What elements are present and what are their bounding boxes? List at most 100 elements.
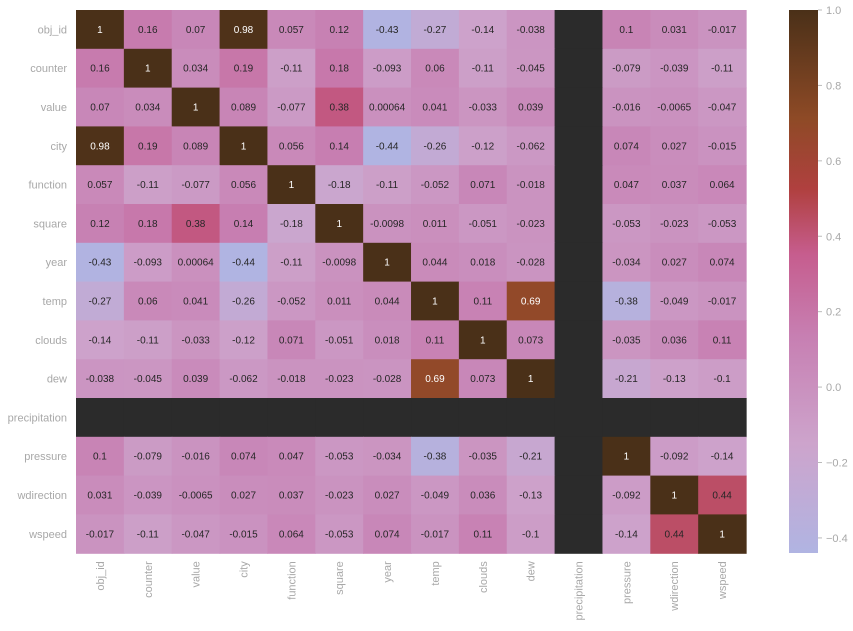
- cell-value-label: 0.14: [329, 141, 349, 152]
- heatmap-cell: [123, 436, 173, 477]
- heatmap-cell: [219, 242, 269, 283]
- heatmap-cell: [698, 398, 747, 438]
- heatmap-cell: [219, 475, 269, 515]
- heatmap-cell: [602, 87, 651, 127]
- heatmap-cell: [123, 475, 173, 515]
- cell-value-label: 0.12: [329, 25, 349, 36]
- heatmap-cell: [363, 87, 412, 127]
- heatmap-cell: [698, 165, 747, 205]
- cell-value-label: -0.38: [424, 452, 447, 463]
- cell-value-label: -0.27: [424, 25, 447, 36]
- cell-value-label: 0.011: [423, 219, 448, 230]
- cell-value-label: -0.034: [373, 452, 402, 463]
- cell-value-label: -0.14: [711, 452, 734, 463]
- column-label: counter: [143, 561, 155, 598]
- colorbar-tick-label: 0.2: [826, 307, 841, 319]
- cell-value-label: -0.038: [86, 374, 115, 385]
- heatmap-cell: [698, 242, 747, 283]
- heatmap-cell: [458, 320, 508, 360]
- heatmap-cell: [506, 475, 556, 515]
- heatmap-cell: [171, 165, 221, 205]
- cell-value-label: -0.018: [277, 374, 306, 385]
- cell-value-label: 1: [432, 297, 438, 308]
- heatmap-cell: [267, 48, 316, 89]
- cell-value-label: -0.11: [137, 529, 159, 540]
- heatmap-cell: [602, 126, 651, 166]
- cell-value-label: -0.023: [325, 374, 354, 385]
- heatmap-cell: [267, 475, 316, 515]
- heatmap-cell: [315, 475, 364, 515]
- cell-value-label: -0.11: [472, 64, 494, 75]
- cell-value-label: -0.049: [421, 491, 450, 502]
- heatmap-cell: [363, 475, 412, 515]
- heatmap-cell: [650, 126, 699, 166]
- cell-value-label: 0.074: [710, 258, 735, 269]
- cell-value-label: -0.038: [516, 25, 545, 36]
- cell-value-label: 0.071: [470, 180, 495, 191]
- heatmap-cell: [506, 320, 556, 360]
- cell-value-label: 1: [671, 491, 677, 502]
- heatmap-cell: [267, 204, 316, 244]
- cell-value-label: 0.1: [619, 25, 633, 36]
- colorbar-tick-label: 0.6: [826, 156, 841, 168]
- cell-value-label: -0.12: [471, 141, 494, 152]
- heatmap-cell: [267, 281, 316, 321]
- heatmap-cell: [76, 436, 125, 477]
- cell-value-label: 0.69: [425, 374, 445, 385]
- heatmap-cell: [554, 436, 604, 477]
- heatmap-cell: [698, 436, 747, 477]
- heatmap-cell: [506, 436, 556, 477]
- cell-value-label: -0.11: [376, 180, 398, 191]
- cell-value-label: 0.031: [662, 25, 687, 36]
- column-label: wdirection: [669, 561, 681, 612]
- row-label: year: [46, 257, 68, 269]
- heatmap-cell: [363, 165, 412, 205]
- heatmap-cell: [458, 126, 508, 166]
- cell-value-label: -0.21: [519, 452, 542, 463]
- colorbar: 1.0 0.8 0.6 0.4 0.2 0.0 −0.2 −0.4: [789, 5, 848, 553]
- cell-value-label: 0.69: [521, 297, 541, 308]
- cell-value-label: 0.027: [375, 491, 400, 502]
- cell-value-label: 0.98: [234, 25, 254, 36]
- row-label: city: [51, 141, 68, 153]
- heatmap-cell: [363, 281, 412, 321]
- heatmap-cell: [267, 10, 316, 50]
- heatmap-cell: [411, 436, 460, 477]
- cell-value-label: -0.077: [277, 103, 306, 114]
- column-label: city: [239, 561, 251, 578]
- cell-value-label: -0.18: [280, 219, 303, 230]
- heatmap-cell: [411, 475, 460, 515]
- heatmap-cell: [506, 165, 556, 205]
- heatmap-cell: [76, 204, 125, 244]
- heatmap-cell: [171, 10, 221, 50]
- heatmap-cell: [315, 398, 364, 438]
- row-label: counter: [30, 63, 67, 75]
- heatmap-cell: [171, 126, 221, 166]
- heatmap-cell: [363, 359, 412, 399]
- cell-value-label: 0.057: [279, 25, 304, 36]
- cell-value-label: 0.011: [327, 297, 352, 308]
- cell-value-label: -0.1: [713, 374, 731, 385]
- heatmap-cell: [554, 87, 604, 127]
- cell-value-label: -0.1: [522, 529, 540, 540]
- heatmap-cell: [76, 10, 125, 50]
- cell-value-label: 1: [528, 374, 534, 385]
- heatmap-cell: [315, 242, 364, 283]
- heatmap-cell: [267, 242, 316, 283]
- cell-value-label: 0.44: [665, 529, 685, 540]
- row-label: precipitation: [8, 412, 67, 424]
- cell-value-label: -0.039: [660, 64, 689, 75]
- cell-value-label: -0.015: [708, 141, 737, 152]
- heatmap-cell: [458, 87, 508, 127]
- heatmap-cell: [554, 10, 604, 50]
- cell-value-label: 1: [624, 452, 630, 463]
- heatmap-cell: [123, 359, 173, 399]
- heatmap-cell: [76, 126, 125, 166]
- heatmap-cell: [554, 126, 604, 166]
- heatmap-cell: [411, 126, 460, 166]
- cell-value-label: 0.041: [422, 103, 447, 114]
- cell-value-label: 0.00064: [178, 258, 215, 269]
- cell-value-label: -0.11: [280, 258, 302, 269]
- cell-value-label: -0.077: [181, 180, 210, 191]
